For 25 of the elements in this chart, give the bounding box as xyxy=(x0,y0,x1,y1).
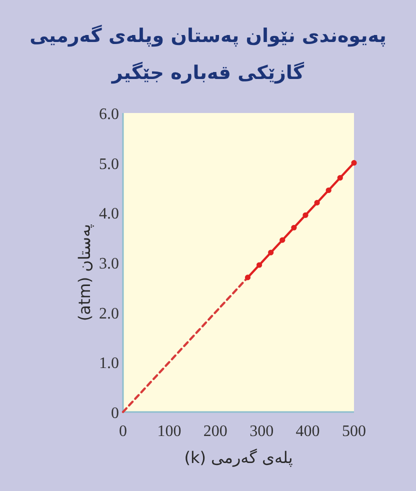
x-tick-label: 100 xyxy=(157,423,182,440)
x-tick-label: 300 xyxy=(250,423,274,440)
x-tick-label: 500 xyxy=(342,423,366,440)
point xyxy=(326,187,332,194)
y-tick-label: 2.0 xyxy=(99,305,119,322)
point xyxy=(256,262,262,268)
point xyxy=(351,160,357,166)
x-tick-label: 400 xyxy=(296,423,320,440)
point xyxy=(268,250,274,256)
y-axis-title: پەستان (atm) xyxy=(75,224,94,322)
point xyxy=(314,200,320,206)
y-tick-label: 3.0 xyxy=(99,256,119,272)
chart-title: پەیوەندی نێوان پەستان وپلەی گەرمیی گازێکی قەبارە جێگیر xyxy=(28,24,388,86)
point xyxy=(337,174,343,181)
x-tick-label: 200 xyxy=(203,423,228,440)
y-tick-label: 6.0 xyxy=(99,106,119,123)
point xyxy=(291,224,297,230)
y-tick-label: 1.0 xyxy=(99,355,119,372)
y-tick-label: 0 xyxy=(111,405,119,422)
x-axis-title: پلەی گەرمی (k) xyxy=(184,448,293,467)
point xyxy=(280,237,286,243)
y-tick-label: 5.0 xyxy=(99,156,119,173)
point xyxy=(302,212,308,218)
point xyxy=(244,274,251,280)
y-tick-label: 4.0 xyxy=(99,206,119,223)
